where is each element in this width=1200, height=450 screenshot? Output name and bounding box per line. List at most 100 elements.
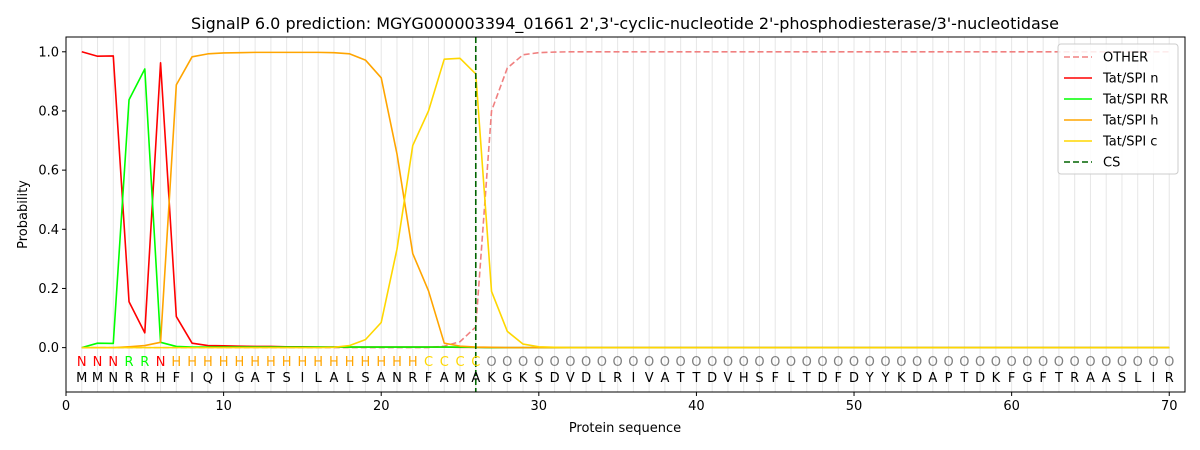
residue-label: A: [251, 371, 260, 386]
y-tick-label: 0.2: [38, 282, 59, 297]
region-label: C: [424, 355, 433, 370]
residue-label: G: [234, 371, 244, 386]
residue-label: A: [440, 371, 449, 386]
residue-label: L: [787, 371, 795, 386]
region-label: H: [313, 355, 323, 370]
x-tick-label: 70: [1161, 399, 1178, 414]
residue-label: N: [108, 371, 118, 386]
x-tick-label: 40: [688, 399, 705, 414]
region-label: H: [219, 355, 229, 370]
region-label: H: [234, 355, 244, 370]
region-label: O: [1164, 355, 1174, 370]
region-label: O: [975, 355, 985, 370]
residue-label: H: [156, 371, 166, 386]
residue-label: F: [173, 371, 180, 386]
residue-label: A: [1086, 371, 1095, 386]
residue-label: I: [190, 371, 194, 386]
region-label: C: [455, 355, 464, 370]
residue-label: I: [222, 371, 226, 386]
region-label: O: [1070, 355, 1080, 370]
legend-label: Tat/SPI c: [1102, 135, 1157, 150]
x-tick-label: 0: [62, 399, 70, 414]
region-label: O: [739, 355, 749, 370]
residue-label: Y: [881, 371, 890, 386]
residue-label: F: [1008, 371, 1015, 386]
region-label: O: [943, 355, 953, 370]
region-label: O: [849, 355, 859, 370]
region-label: R: [125, 355, 134, 370]
region-label: H: [361, 355, 371, 370]
residue-label: D: [975, 371, 985, 386]
region-label: O: [1038, 355, 1048, 370]
residue-label: I: [631, 371, 635, 386]
residue-label: A: [329, 371, 338, 386]
residue-label: L: [598, 371, 606, 386]
residue-label: I: [300, 371, 304, 386]
series-lines: [81, 50, 1170, 349]
residue-label: K: [897, 371, 906, 386]
region-label: O: [1148, 355, 1158, 370]
residue-label: P: [945, 371, 953, 386]
region-label: O: [991, 355, 1001, 370]
residue-label: D: [707, 371, 717, 386]
region-label: H: [266, 355, 276, 370]
legend-label: Tat/SPI n: [1102, 72, 1159, 87]
series-line-tat-spi-n: [81, 51, 1170, 349]
legend-label: OTHER: [1103, 51, 1148, 66]
region-label: O: [865, 355, 875, 370]
region-label: H: [282, 355, 292, 370]
residue-label: D: [849, 371, 859, 386]
region-label: H: [392, 355, 402, 370]
region-label: O: [880, 355, 890, 370]
residue-label: S: [755, 371, 763, 386]
residue-label: R: [1070, 371, 1079, 386]
series-line-tat-spi-c: [81, 57, 1170, 349]
region-label: R: [140, 355, 149, 370]
region-label: O: [691, 355, 701, 370]
x-tick-label: 10: [215, 399, 232, 414]
region-label: O: [896, 355, 906, 370]
x-tick-label: 30: [531, 399, 548, 414]
residue-label: T: [691, 371, 700, 386]
region-label: O: [518, 355, 528, 370]
y-tick-label: 0.8: [38, 104, 59, 119]
region-label: O: [833, 355, 843, 370]
residue-label: S: [283, 371, 291, 386]
region-label: O: [597, 355, 607, 370]
region-label: O: [502, 355, 512, 370]
region-label: O: [1085, 355, 1095, 370]
region-label: N: [156, 355, 166, 370]
residue-label: F: [1039, 371, 1046, 386]
residue-label: G: [1022, 371, 1032, 386]
plot-frame: [65, 36, 1186, 393]
region-label: O: [613, 355, 623, 370]
residue-label: L: [315, 371, 323, 386]
region-label: O: [486, 355, 496, 370]
region-label: O: [754, 355, 764, 370]
region-label: C: [440, 355, 449, 370]
residue-label: R: [613, 371, 622, 386]
region-label: H: [171, 355, 181, 370]
region-label: O: [628, 355, 638, 370]
residue-label: S: [535, 371, 543, 386]
residue-label: Q: [203, 371, 213, 386]
residue-label: T: [959, 371, 968, 386]
residue-label: V: [723, 371, 732, 386]
residue-label: M: [454, 371, 465, 386]
region-label: H: [345, 355, 355, 370]
region-label: H: [187, 355, 197, 370]
region-label: H: [250, 355, 260, 370]
residue-label: V: [566, 371, 575, 386]
residue-label: T: [1054, 371, 1063, 386]
residue-label: K: [519, 371, 528, 386]
x-axis-label: Protein sequence: [569, 421, 681, 436]
region-label: O: [912, 355, 922, 370]
series-line-other: [81, 50, 1170, 349]
residue-label: A: [928, 371, 937, 386]
region-label: O: [534, 355, 544, 370]
region-label: O: [676, 355, 686, 370]
region-label: C: [471, 355, 480, 370]
region-label: O: [770, 355, 780, 370]
y-tick-label: 1.0: [38, 45, 59, 60]
